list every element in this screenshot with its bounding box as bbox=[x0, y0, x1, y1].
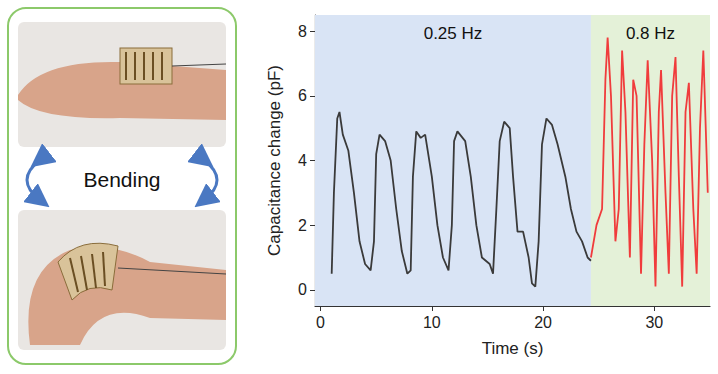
svg-text:Time (s): Time (s) bbox=[482, 339, 544, 358]
svg-text:4: 4 bbox=[298, 152, 307, 169]
svg-text:30: 30 bbox=[645, 314, 663, 331]
svg-text:2: 2 bbox=[298, 217, 307, 234]
svg-text:6: 6 bbox=[298, 87, 307, 104]
svg-text:0: 0 bbox=[316, 314, 325, 331]
svg-text:0.8 Hz: 0.8 Hz bbox=[626, 24, 675, 43]
svg-text:20: 20 bbox=[534, 314, 552, 331]
svg-text:Bending: Bending bbox=[83, 168, 160, 191]
svg-text:0: 0 bbox=[298, 281, 307, 298]
svg-text:8: 8 bbox=[298, 23, 307, 40]
svg-text:Capacitance change (pF): Capacitance change (pF) bbox=[265, 65, 284, 256]
svg-text:0.25 Hz: 0.25 Hz bbox=[424, 24, 483, 43]
svg-text:10: 10 bbox=[423, 314, 441, 331]
